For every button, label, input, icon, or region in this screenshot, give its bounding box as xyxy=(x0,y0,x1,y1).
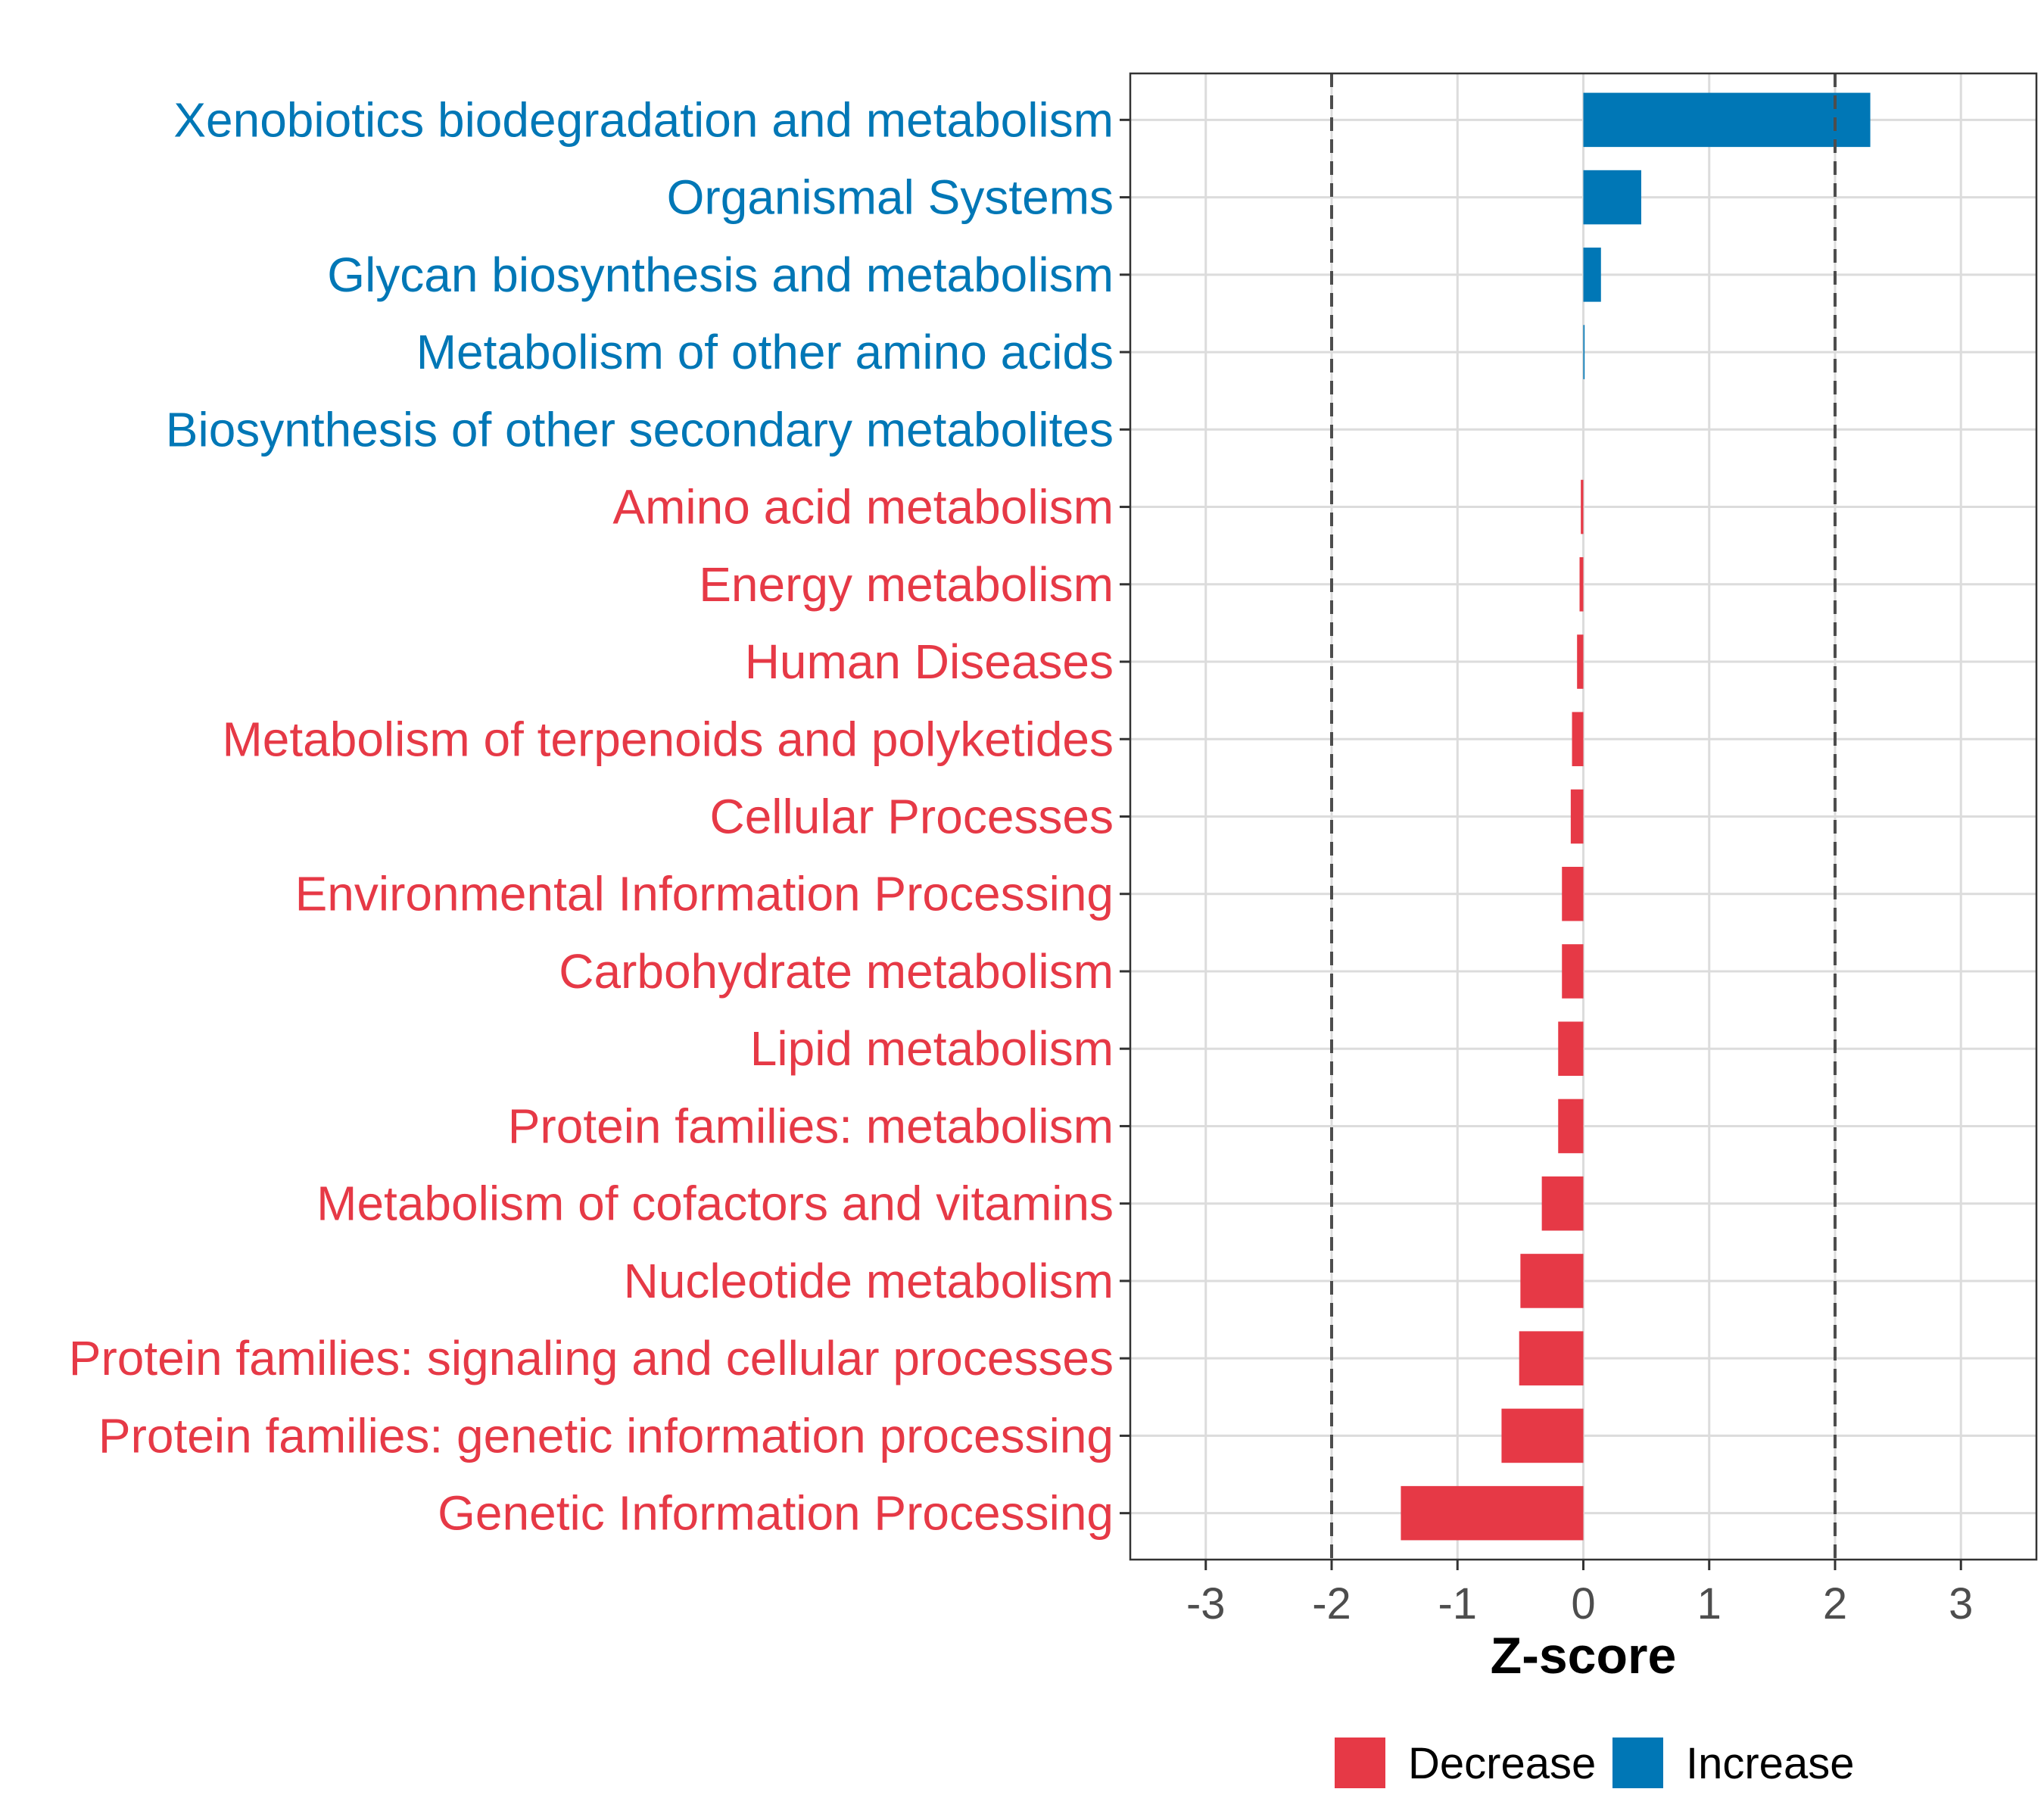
x-tick-label: 2 xyxy=(1823,1579,1847,1628)
bar xyxy=(1570,789,1584,844)
bar xyxy=(1583,248,1601,302)
x-tick-label: -3 xyxy=(1186,1579,1226,1628)
bar xyxy=(1577,634,1584,689)
bar xyxy=(1558,1099,1584,1154)
category-label: Human Diseases xyxy=(745,634,1114,689)
category-label: Protein families: metabolism xyxy=(508,1099,1114,1153)
category-label: Metabolism of cofactors and vitamins xyxy=(316,1177,1114,1231)
category-label: Xenobiotics biodegradation and metabolis… xyxy=(173,92,1114,147)
category-label: Genetic Information Processing xyxy=(438,1486,1114,1541)
legend-swatch xyxy=(1335,1738,1385,1788)
x-axis-title: Z-score xyxy=(1491,1627,1677,1685)
bar xyxy=(1581,479,1584,535)
bar xyxy=(1572,712,1584,767)
bar xyxy=(1562,866,1584,921)
category-label: Nucleotide metabolism xyxy=(624,1254,1114,1308)
bar xyxy=(1579,556,1584,612)
bars xyxy=(1401,92,1871,1541)
category-label: Biosynthesis of other secondary metaboli… xyxy=(166,402,1114,457)
legend: Decrease Increase xyxy=(1335,1738,1854,1788)
category-label: Protein families: genetic information pr… xyxy=(98,1408,1114,1463)
bar xyxy=(1583,92,1871,148)
legend-label: Increase xyxy=(1686,1739,1854,1788)
category-label: Organismal Systems xyxy=(667,170,1114,225)
bar xyxy=(1558,1021,1584,1077)
x-tick-label: -1 xyxy=(1438,1579,1477,1628)
bar xyxy=(1401,1485,1584,1541)
bar xyxy=(1541,1176,1584,1231)
bar xyxy=(1520,1254,1584,1308)
y-axis-category-labels: Xenobiotics biodegradation and metabolis… xyxy=(69,92,1114,1540)
x-tick-label: 3 xyxy=(1949,1579,1973,1628)
bar xyxy=(1583,325,1585,379)
legend-label: Decrease xyxy=(1408,1739,1596,1788)
category-label: Metabolism of terpenoids and polyketides xyxy=(222,712,1114,766)
bar xyxy=(1501,1408,1584,1463)
category-label: Protein families: signaling and cellular… xyxy=(69,1331,1114,1385)
x-tick-label: -2 xyxy=(1312,1579,1351,1628)
x-tick-label: 1 xyxy=(1697,1579,1722,1628)
category-label: Metabolism of other amino acids xyxy=(416,325,1114,379)
category-label: Carbohydrate metabolism xyxy=(559,944,1114,999)
bar xyxy=(1562,944,1584,999)
x-tick-label: 0 xyxy=(1571,1579,1595,1628)
bar xyxy=(1583,170,1641,225)
category-label: Environmental Information Processing xyxy=(295,867,1114,921)
category-label: Amino acid metabolism xyxy=(612,480,1114,535)
category-label: Lipid metabolism xyxy=(750,1021,1114,1076)
bar xyxy=(1519,1331,1584,1385)
x-axis-ticks: -3 -2 -1 0 1 2 3 xyxy=(1186,1560,1973,1628)
category-label: Cellular Processes xyxy=(709,790,1114,844)
category-label: Glycan biosynthesis and metabolism xyxy=(327,248,1114,302)
legend-swatch xyxy=(1612,1738,1663,1788)
y-axis-ticks xyxy=(1120,118,1130,1515)
category-label: Energy metabolism xyxy=(699,557,1114,612)
reference-lines xyxy=(1330,73,1837,1560)
